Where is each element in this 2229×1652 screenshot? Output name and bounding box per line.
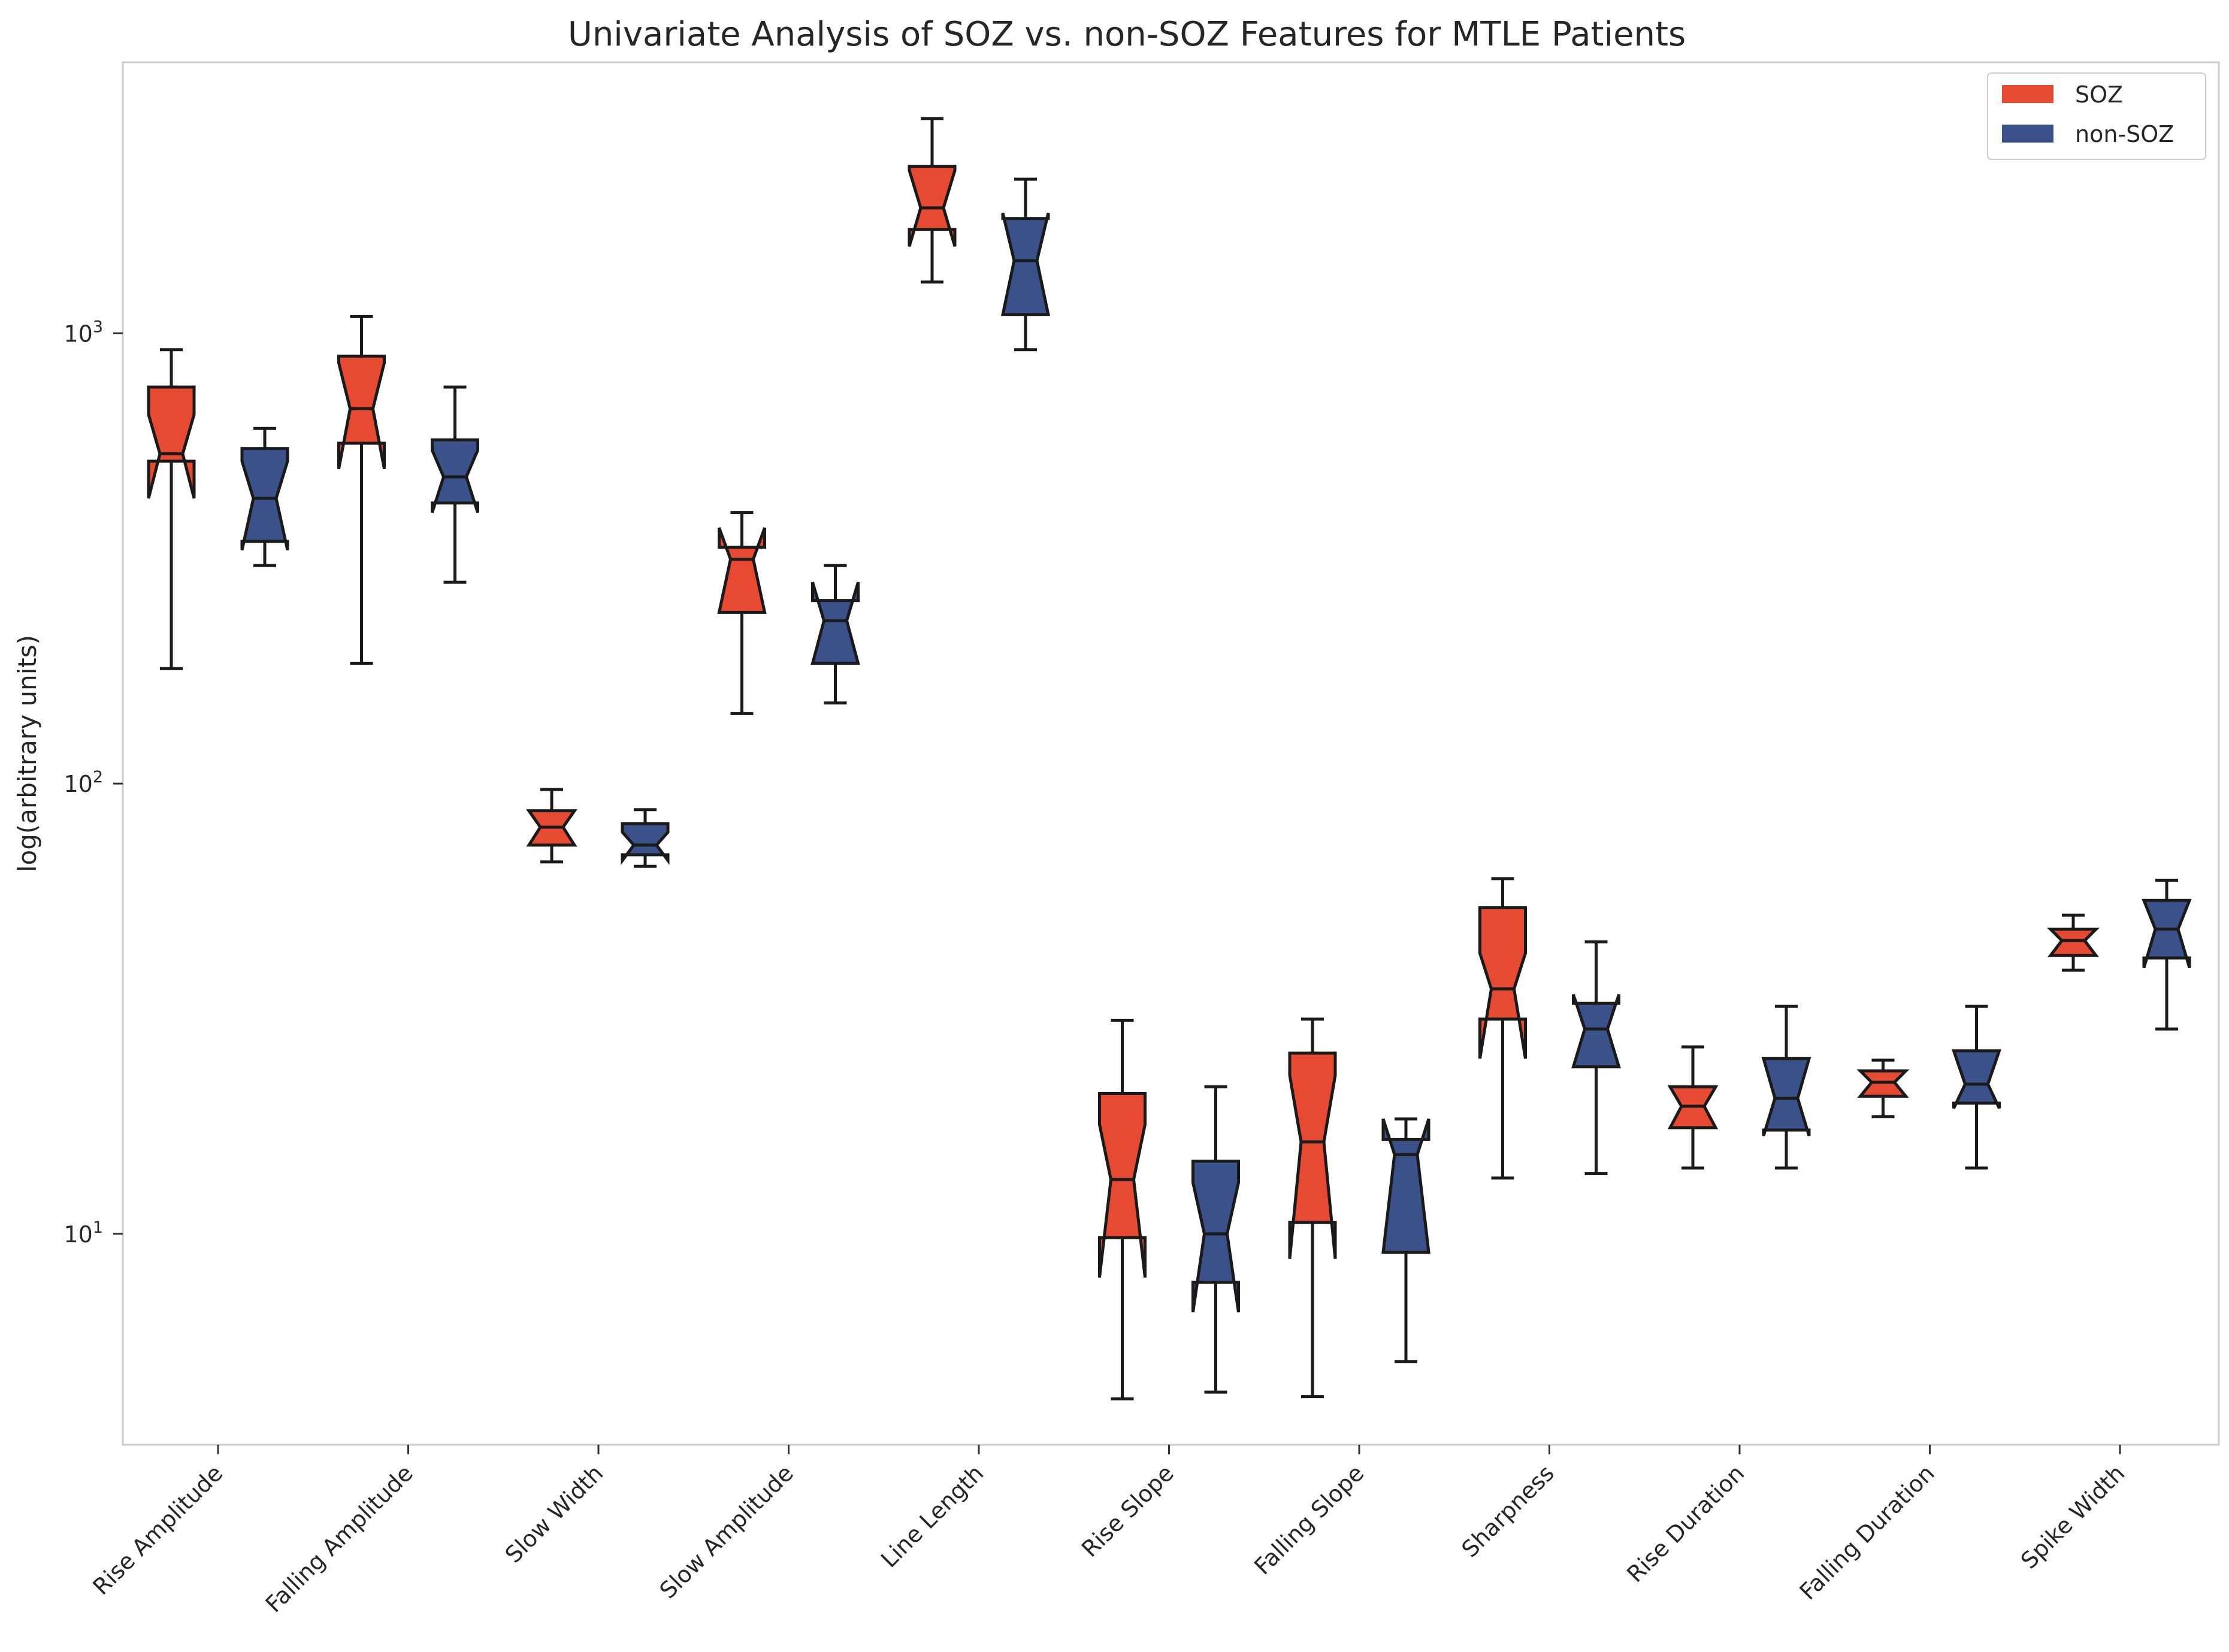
legend-swatch-soz: [2002, 85, 2053, 103]
box-falling-duration-non-soz: [1952, 1004, 2001, 1170]
box-body: [1478, 906, 1527, 1059]
chart-title: Univariate Analysis of SOZ vs. non-SOZ F…: [568, 15, 1686, 54]
plot-area: [122, 61, 2220, 1446]
box-spike-width-soz: [2046, 913, 2100, 972]
box-falling-slope-non-soz: [1381, 1117, 1430, 1363]
box-body: [717, 527, 767, 614]
box-body: [337, 355, 386, 470]
box-body: [2142, 898, 2192, 969]
box-body: [147, 385, 196, 499]
y-tick-label: 103: [63, 318, 103, 347]
box-body: [1000, 213, 1051, 316]
box-rise-slope-non-soz: [1191, 1085, 1240, 1394]
box-rise-duration-non-soz: [1761, 1004, 1811, 1170]
box-rise-amplitude-soz: [147, 348, 196, 670]
y-axis: 101 102 103: [63, 318, 123, 1248]
box-sharpness-soz: [1478, 877, 1527, 1180]
box-spike-width-non-soz: [2142, 879, 2192, 1031]
legend-swatch-non-soz: [2002, 125, 2053, 143]
box-sharpness-non-soz: [1571, 940, 1621, 1175]
box-rise-amplitude-non-soz: [240, 426, 289, 567]
box-body: [1952, 1049, 2001, 1109]
box-slow-amplitude-non-soz: [810, 564, 860, 705]
box-body: [1098, 1092, 1147, 1278]
box-body: [1571, 994, 1621, 1069]
box-falling-amplitude-soz: [337, 314, 386, 665]
box-falling-slope-soz: [1288, 1017, 1337, 1399]
box-body: [908, 165, 957, 247]
box-body: [1381, 1118, 1430, 1254]
y-axis-label: log(arbitrary units): [13, 635, 42, 872]
box-rise-slope-soz: [1098, 1018, 1147, 1400]
legend: SOZ non-SOZ: [1987, 72, 2206, 160]
y-tick-label: 102: [63, 768, 103, 797]
box-rise-duration-soz: [1667, 1045, 1719, 1170]
box-slow-amplitude-soz: [717, 511, 767, 715]
y-tick-label: 101: [63, 1218, 103, 1248]
legend-label-soz: SOZ: [2075, 81, 2123, 108]
box-falling-amplitude-non-soz: [431, 385, 479, 584]
box-line-length-soz: [908, 117, 957, 284]
box-body: [1288, 1051, 1337, 1259]
box-slow-width-non-soz: [621, 808, 670, 868]
box-line-length-non-soz: [1000, 177, 1051, 352]
box-body: [1191, 1160, 1240, 1312]
box-slow-width-soz: [526, 788, 577, 864]
box-body: [810, 582, 860, 665]
box-falling-duration-soz: [1856, 1058, 1910, 1118]
boxes-layer: [147, 117, 2192, 1400]
box-body: [621, 822, 670, 866]
legend-label-non-soz: non-SOZ: [2075, 121, 2174, 147]
